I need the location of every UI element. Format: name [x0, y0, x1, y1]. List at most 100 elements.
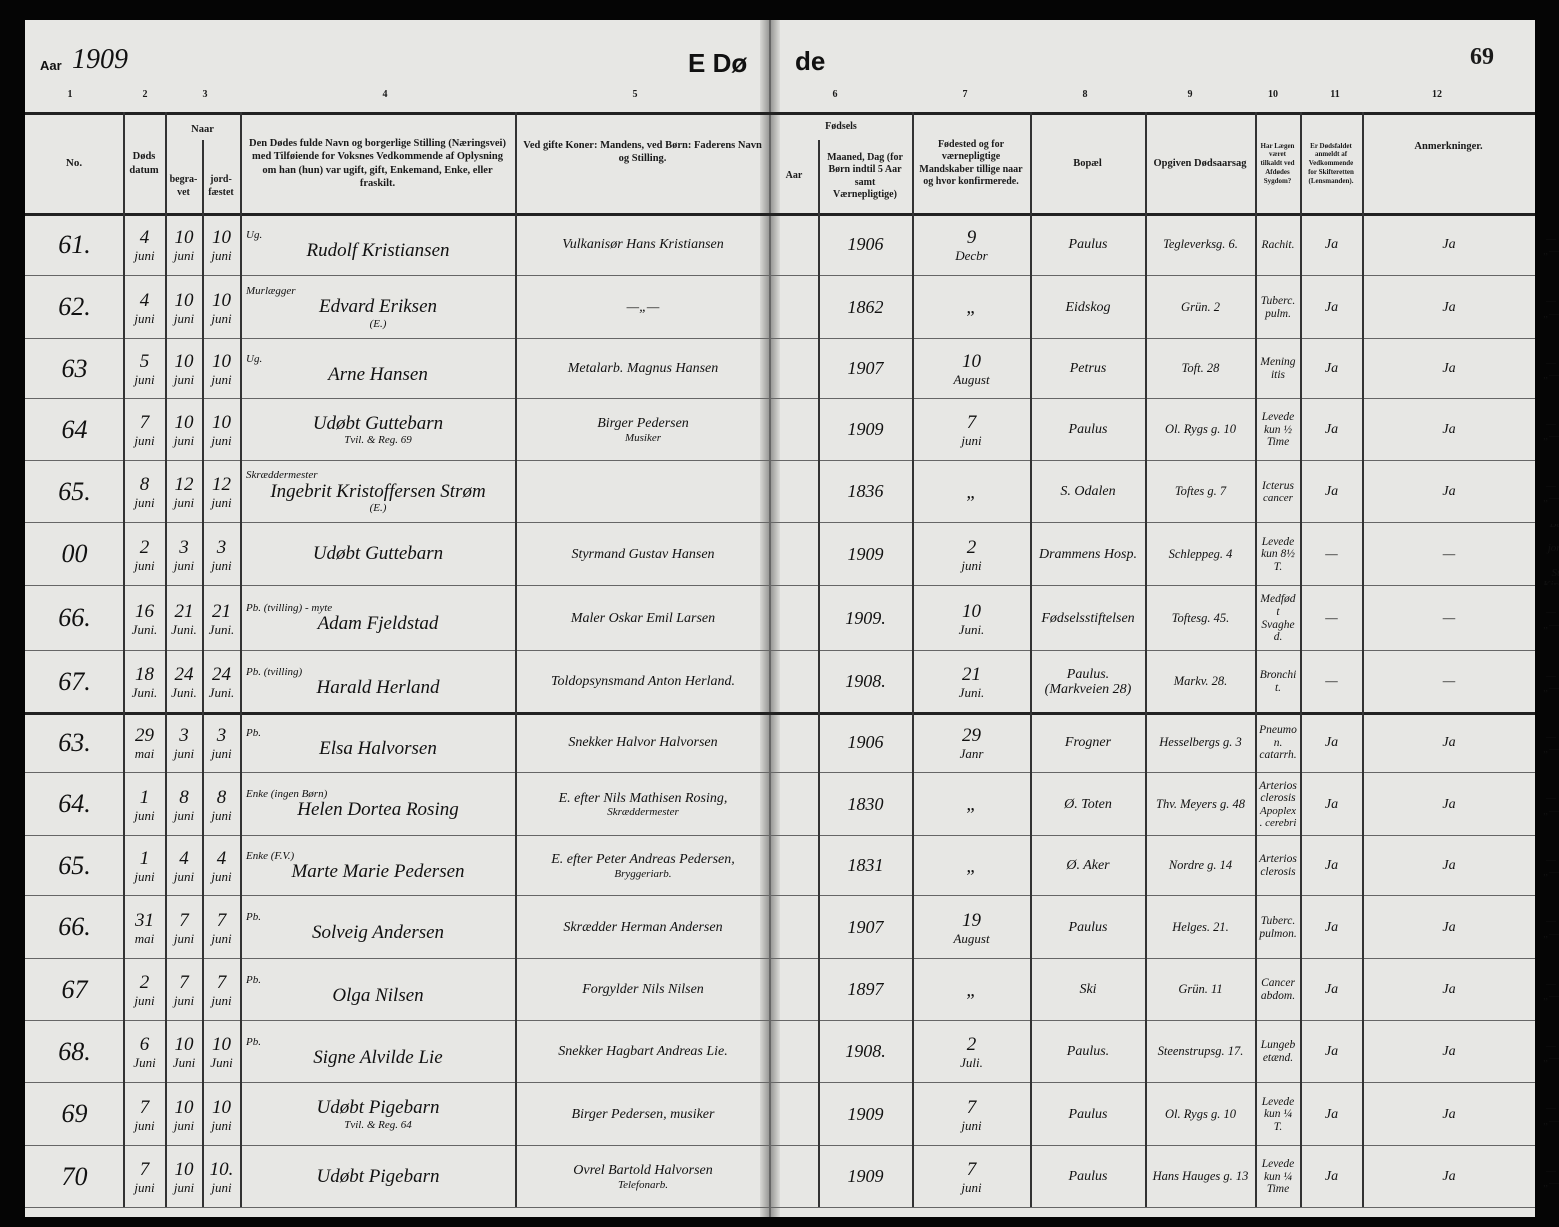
entry-number: 64.	[58, 789, 91, 819]
reported-cell: —	[1364, 587, 1534, 650]
column-rule	[1145, 112, 1147, 1207]
death-reported: Ja	[1442, 299, 1456, 315]
birthplace-cell: Drammens Hosp.	[1032, 524, 1144, 585]
birthplace: Ø. Toten	[1064, 796, 1112, 812]
entry-number-cell: 64.	[27, 774, 122, 835]
father-name: Birger Pedersen, musiker	[571, 1106, 715, 1122]
deceased-status: Ug.	[246, 352, 263, 365]
doctor-called: —	[1325, 546, 1338, 562]
birth-month: Juni.	[958, 621, 985, 637]
doctor-cell: Ja	[1302, 462, 1361, 522]
doctor-called: Ja	[1324, 982, 1339, 998]
birth-year-cell: 1909	[820, 1084, 911, 1145]
residence: Tegleverksg. 6.	[1163, 237, 1238, 252]
birth-year-cell: 1897	[820, 960, 911, 1020]
deceased-cell: Skræddermester Ingebrit Kristoffersen Str…	[242, 462, 514, 522]
birthplace-cell: Eidskog	[1032, 277, 1144, 338]
birth-month: Janr	[959, 746, 984, 761]
birthplace: Ø. Aker	[1066, 858, 1110, 874]
year-label: Aar	[40, 58, 62, 73]
father-cell	[517, 462, 769, 522]
death-date-cell: 2 juni	[125, 524, 164, 585]
cons-day: 3	[216, 536, 227, 558]
header-death_date: Døds datum	[129, 151, 159, 176]
reported-cell: Ja	[1364, 400, 1534, 460]
death-month: Juni.	[131, 685, 158, 700]
entry-number: 61.	[58, 229, 91, 259]
deceased-cell: Udøbt Pigebarn	[242, 1147, 514, 1207]
deceased-name: Olga Nilsen	[332, 984, 424, 1006]
residence: Toftesg. 45.	[1171, 610, 1230, 625]
birthplace-cell: Paulus	[1032, 1147, 1144, 1207]
column-number: 3	[202, 89, 208, 100]
buried-month: juni	[173, 869, 195, 884]
row-rule	[25, 1020, 1535, 1021]
remarks-cell: —„—	[1537, 714, 1559, 772]
column-number: 7	[962, 89, 968, 100]
death-day: 31	[135, 909, 154, 931]
cons-date-cell: 3 juni	[204, 714, 239, 772]
birth-day: 7	[966, 1159, 977, 1180]
birthplace: Paulus	[1068, 237, 1108, 253]
row-rule	[25, 895, 1535, 896]
deceased-status: Pb.	[246, 911, 261, 923]
buried-date-cell: 7 juni	[167, 897, 201, 958]
cons-day: 24	[212, 664, 231, 685]
cons-month: juni	[211, 1180, 232, 1195]
row-rule	[25, 398, 1535, 399]
birth-month: juni	[961, 433, 982, 448]
cause-of-death: Lungebetænd.	[1260, 1039, 1296, 1064]
table-row: 65. 1 juni 4 juni 4 juni Enke (F.V.) Marte Marie…	[25, 837, 1559, 895]
register-page	[25, 20, 1535, 1217]
header-cause: Opgiven Dødsaarsag	[1153, 157, 1247, 169]
death-reported: Ja	[1442, 484, 1456, 500]
cause-cell: Medfødt Svaghed.	[1257, 587, 1299, 650]
cons-date-cell: 10 juni	[204, 215, 239, 275]
death-day: 7	[139, 1159, 150, 1180]
birth-year-cell: 1906	[820, 215, 911, 275]
cause-cell: Bronchit.	[1257, 652, 1299, 712]
birthplace: Drammens Hosp.	[1039, 546, 1137, 562]
reported-cell: Ja	[1364, 774, 1534, 835]
deceased-cell: Pb. Solveig Andersen	[242, 897, 514, 958]
deceased-cell: Pb. Signe Alvilde Lie	[242, 1022, 514, 1082]
table-row: 69 7 juni 10 juni 10 juni Udøbt Pigebarn Tvil. &…	[25, 1084, 1559, 1145]
cause-cell: Arteriosclerosis	[1257, 837, 1299, 895]
header-birth_year: Aar	[785, 170, 803, 182]
cons-date-cell: 7 juni	[204, 960, 239, 1020]
remarks-cell: —„—	[1537, 837, 1559, 895]
cause-of-death: Levede kun ½ Time	[1261, 411, 1295, 449]
death-date-cell: 16 Juni.	[125, 587, 164, 650]
remarks-cell: —„—	[1537, 1022, 1559, 1082]
table-row: 66. 16 Juni. 21 Juni. 21 Juni. Pb. (tvilling) -…	[25, 587, 1559, 650]
header-birthplace: Fødested og for værnepligtige Mandskaber…	[919, 138, 1023, 188]
cause-cell: Lungebetænd.	[1257, 1022, 1299, 1082]
remarks: —„—	[1543, 977, 1559, 1002]
cons-date-cell: 21 Juni.	[204, 587, 239, 650]
remarks: —„—	[1543, 669, 1559, 694]
table-row: 67 2 juni 7 juni 7 juni Pb. Olga Nilsen Forgylder…	[25, 960, 1559, 1020]
remarks: —„—	[1543, 730, 1559, 755]
cons-day: 21	[212, 600, 231, 622]
birth-year: 1909.	[845, 607, 886, 628]
column-number: 2	[142, 89, 148, 100]
cons-month: juni	[211, 310, 232, 326]
buried-day: 4	[179, 848, 189, 869]
deceased-status: Pb. (tvilling) - myte	[246, 602, 333, 614]
birth-year-cell: 1909	[820, 400, 911, 460]
row-rule	[25, 1145, 1535, 1146]
cons-date-cell: 10 juni	[204, 340, 239, 398]
cause-of-death: Levede kun ¼ T.	[1261, 1095, 1295, 1133]
buried-month: juni	[173, 372, 195, 387]
doctor-called: Ja	[1324, 484, 1339, 500]
entry-number: 64	[61, 414, 88, 444]
table-row: 66. 31 mai 7 juni 7 juni Pb. Solveig Andersen Skr…	[25, 897, 1559, 958]
cause-cell: Levede kun ¼ T.	[1257, 1084, 1299, 1145]
buried-day: 3	[179, 725, 189, 746]
deceased-status: Pb. (tvilling)	[246, 665, 303, 678]
doctor-called: Ja	[1324, 919, 1339, 935]
doctor-cell: Ja	[1302, 714, 1361, 772]
cons-day: 10	[212, 1096, 231, 1118]
birth-date-cell: 2 Juli.	[914, 1022, 1029, 1082]
entry-number: 62.	[58, 292, 91, 322]
